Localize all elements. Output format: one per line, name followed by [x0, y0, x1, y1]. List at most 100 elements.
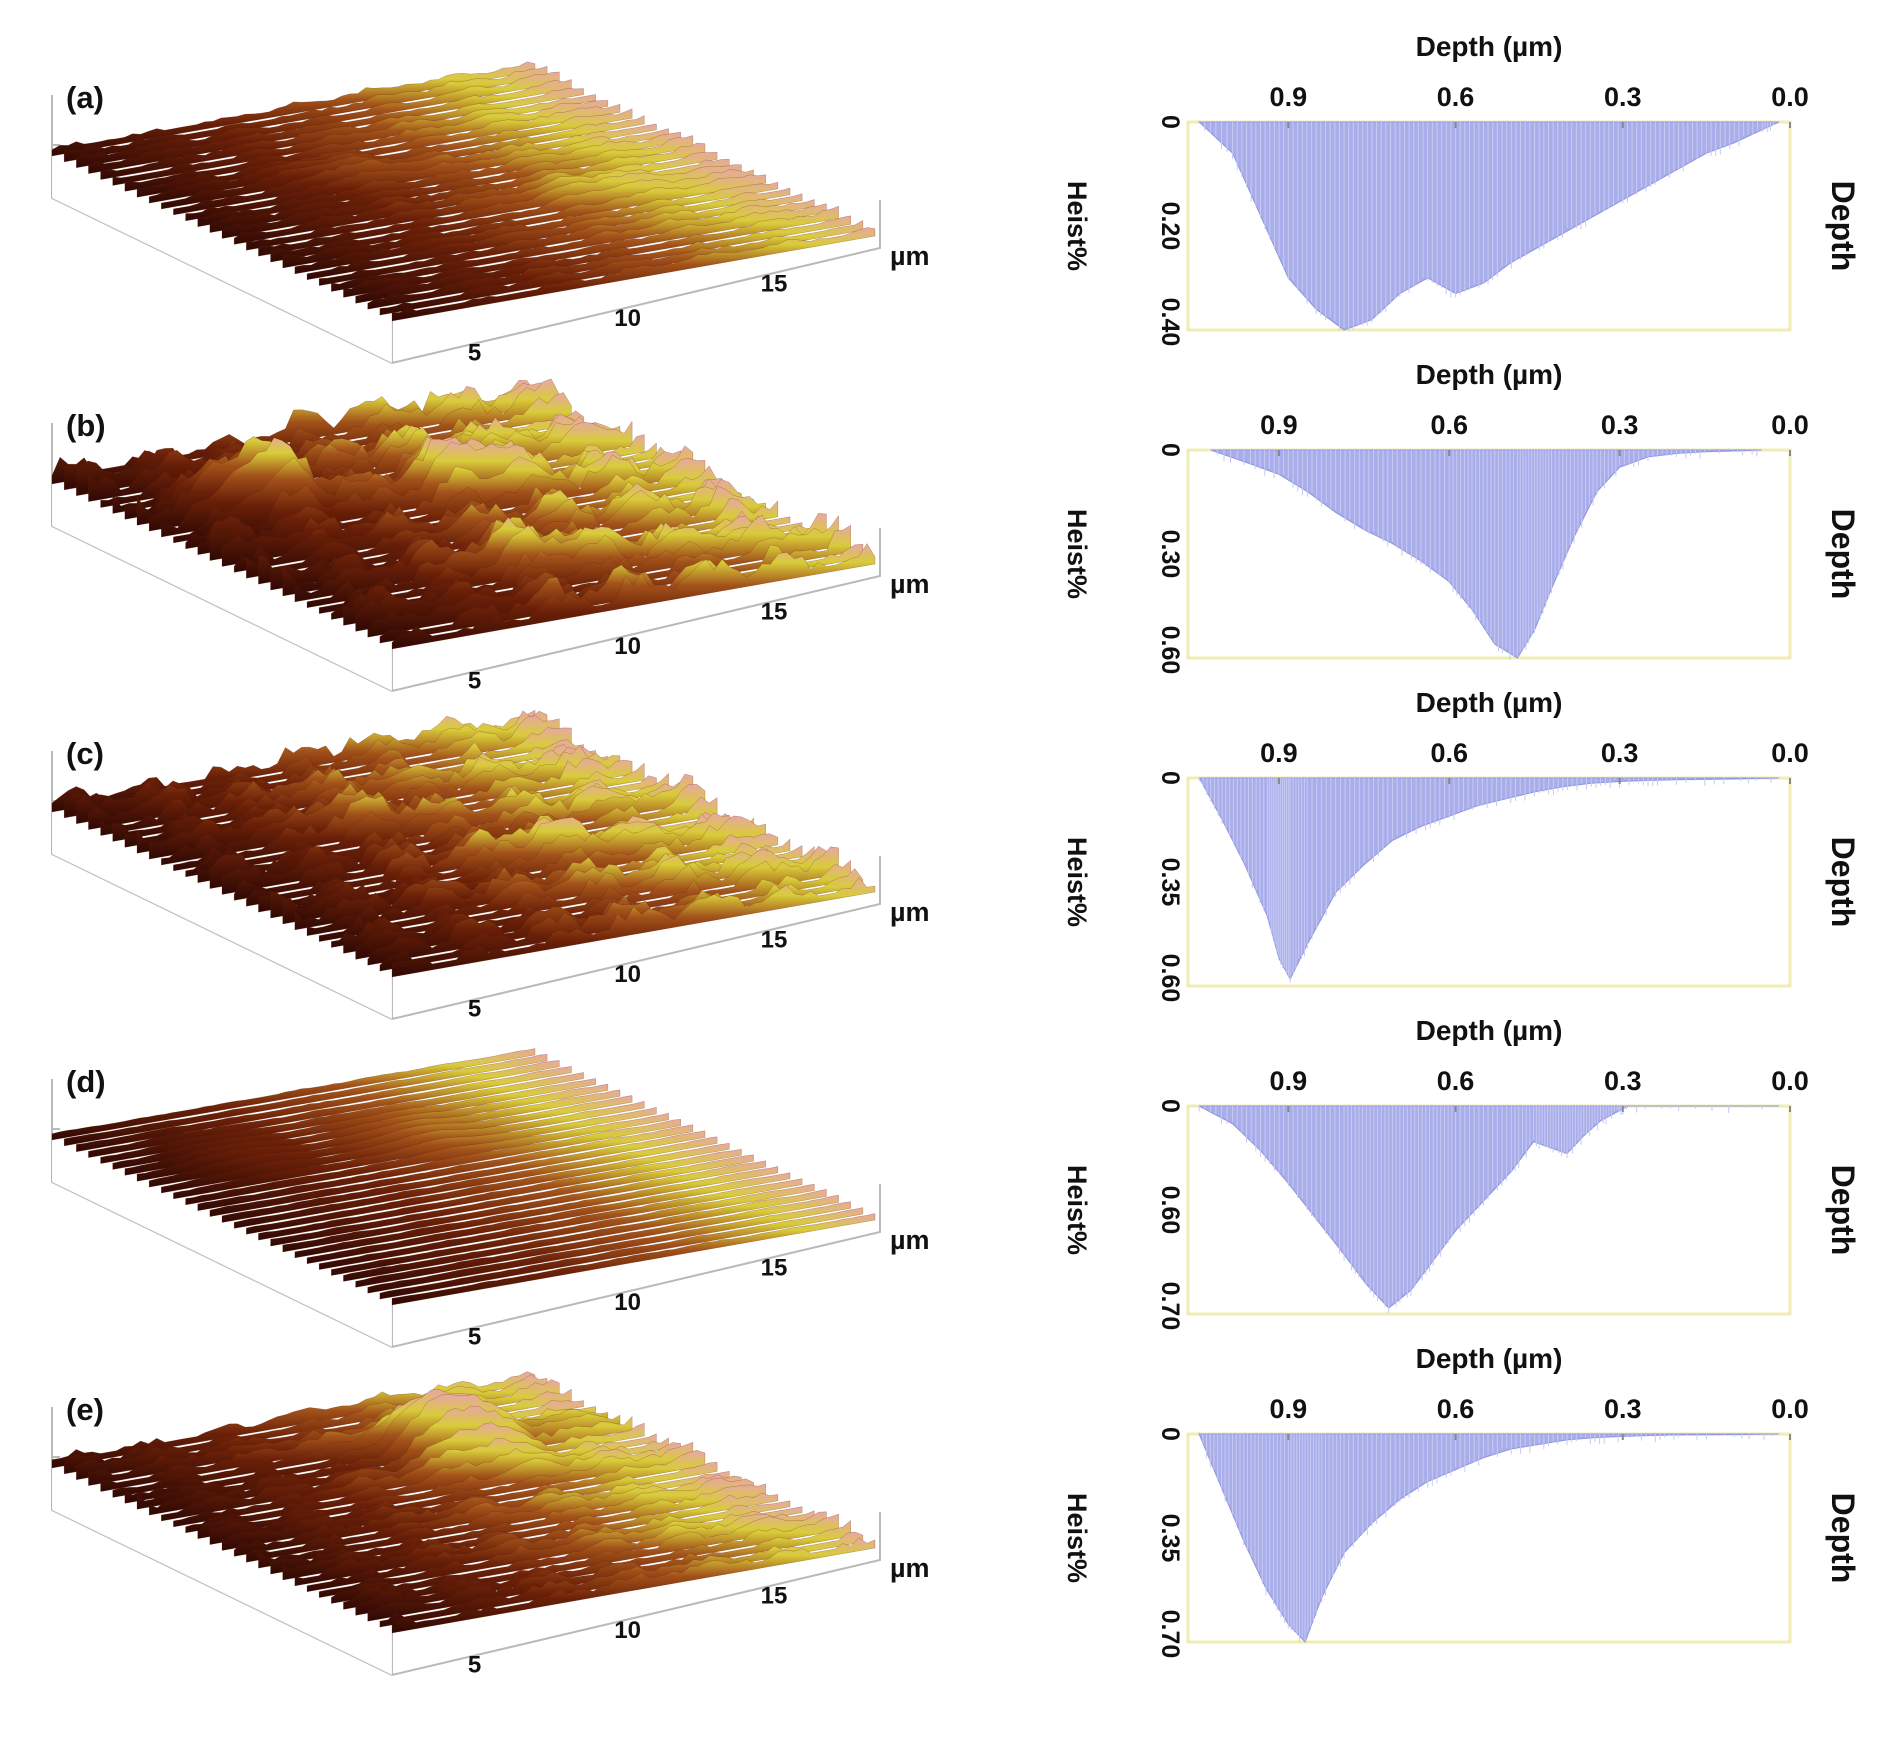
surface-ridge [63, 65, 548, 163]
afm-panel-2: (b) µm 5 10 15 [51, 378, 930, 694]
surface-side-face [52, 1462, 392, 1675]
surface-ridge [185, 1112, 669, 1206]
surface-tick-label: 10 [614, 1289, 641, 1316]
surface-ridge [233, 1136, 718, 1229]
surface-ridge [331, 199, 815, 292]
afm-panel-5: (e) µm 5 10 15 [51, 1371, 930, 1678]
surface-tick-label: 10 [614, 961, 641, 988]
surface-tick-label: 15 [761, 1254, 788, 1281]
histogram-x-title: Depth (µm) [1416, 1343, 1563, 1374]
surface-ridge [246, 1143, 730, 1235]
histogram-right-label: Depth [1825, 1493, 1861, 1584]
histogram-x-tick: 0.9 [1270, 82, 1308, 112]
surface-tick-label: 10 [614, 633, 641, 660]
surface-side-face [52, 150, 392, 363]
panel-label: (c) [66, 736, 104, 771]
surface-ridge [88, 1066, 572, 1158]
surface-ridge [124, 100, 609, 192]
surface-ridge [221, 1450, 706, 1551]
histogram-x-tick: 0.3 [1601, 738, 1639, 768]
afm-panel-4: (d) µm 5 10 15 [51, 1048, 930, 1350]
histogram-right-label: Depth [1825, 1165, 1861, 1256]
surface-ridge [112, 94, 596, 186]
surface-ridge [51, 61, 536, 157]
histogram-y-tick: 0.30 [1156, 530, 1184, 579]
histogram-right-label: Depth [1825, 837, 1861, 928]
surface-ridge [391, 876, 876, 978]
surface-side-face [52, 1134, 392, 1347]
histogram-x-title: Depth (µm) [1416, 687, 1563, 718]
surface-ridge [379, 1531, 864, 1628]
surface-ridge [51, 1371, 536, 1469]
surface-tick-label: 15 [761, 1582, 788, 1609]
histogram-x-title: Depth (µm) [1416, 359, 1563, 390]
histogram-x-tick: 0.0 [1771, 1066, 1809, 1096]
histogram-y-tick: 0.60 [1156, 626, 1184, 675]
surface-ridge [270, 169, 754, 263]
histogram-5: 0.9 0.6 0.3 0.0 Depth (µm) 0 0.35 0.70 Heist% Dep… [1062, 1343, 1861, 1658]
histogram-x-tick: 0.6 [1437, 1066, 1475, 1096]
histogram-y-tick: 0.70 [1156, 1282, 1184, 1331]
histogram-y-title: Heist% [1062, 509, 1092, 599]
surface-tick-label: 15 [761, 926, 788, 953]
histogram-x-title: Depth (µm) [1416, 31, 1563, 62]
surface-ridge [209, 135, 694, 233]
histogram-x-tick: 0.3 [1604, 1066, 1642, 1096]
histogram-4: 0.9 0.6 0.3 0.0 Depth (µm) 0 0.60 0.70 Heist% Dep… [1062, 1015, 1861, 1330]
histogram-x-tick: 0.9 [1260, 410, 1298, 440]
surface-tick-label: 5 [468, 995, 481, 1022]
surface-ridge [270, 1478, 754, 1575]
histogram-x-tick: 0.9 [1270, 1066, 1308, 1096]
surface-axis-unit: µm [890, 897, 930, 927]
surface-ridge [197, 1118, 681, 1212]
surface-tick-label: 5 [468, 667, 481, 694]
afm-surfaces-column: (a) µm 5 10 15 (b) µm 5 10 15 (c) µm 5 10 15 (d) µm 5 10 15… [51, 61, 930, 1678]
histogram-y-tick: 0 [1156, 115, 1184, 129]
histogram-right-label: Depth [1825, 181, 1861, 272]
histogram-1: 0.9 0.6 0.3 0.0 Depth (µm) 0 0.20 0.40 Heist% Dep… [1062, 31, 1861, 346]
surface-ridge [76, 1379, 560, 1481]
surface-axis-unit: µm [890, 569, 930, 599]
histogram-y-title: Heist% [1062, 1493, 1092, 1583]
surface-ridge [391, 227, 876, 322]
surface-side-face [52, 478, 392, 691]
surface-axis-unit: µm [890, 1553, 930, 1583]
surface-ridge [391, 543, 876, 650]
surface-ridge [318, 1178, 803, 1270]
histogram-x-tick: 0.0 [1771, 410, 1809, 440]
surface-ridge [306, 1172, 791, 1265]
histogram-y-title: Heist% [1062, 181, 1092, 271]
surface-ridge [379, 1207, 864, 1300]
surface-ridge [391, 1213, 876, 1306]
surface-ridge [63, 1054, 548, 1147]
histogram-y-title: Heist% [1062, 837, 1092, 927]
surface-ridge [258, 1148, 742, 1241]
histogram-x-title: Depth (µm) [1416, 1015, 1563, 1046]
histogram-x-tick: 0.0 [1771, 738, 1809, 768]
histogram-y-tick: 0 [1156, 771, 1184, 785]
surface-ridge [63, 1374, 548, 1475]
surface-ridge [51, 1048, 536, 1141]
panel-label: (b) [66, 408, 106, 443]
histogram-x-tick: 0.3 [1604, 1394, 1642, 1424]
surface-ridge [173, 123, 657, 216]
surface-ridge [391, 1537, 876, 1634]
surface-ridge [294, 833, 779, 931]
surface-ridge [282, 174, 766, 269]
surface-ridge [379, 219, 864, 316]
histogram-x-tick: 0.6 [1437, 1394, 1475, 1424]
histogram-x-tick: 0.6 [1430, 410, 1468, 440]
surface-ridge [88, 79, 572, 174]
surface-ridge [331, 1183, 815, 1276]
histogram-y-tick: 0 [1156, 443, 1184, 457]
histogram-x-tick: 0.0 [1771, 1394, 1809, 1424]
histogram-right-label: Depth [1825, 509, 1861, 600]
histogram-x-tick: 0.6 [1430, 738, 1468, 768]
surface-ridge [367, 1201, 851, 1294]
histogram-y-tick: 0.35 [1156, 1514, 1184, 1563]
histogram-y-tick: 0 [1156, 1427, 1184, 1441]
surface-ridge [367, 1519, 851, 1622]
histogram-x-tick: 0.9 [1260, 738, 1298, 768]
surface-ridge [209, 1124, 694, 1217]
